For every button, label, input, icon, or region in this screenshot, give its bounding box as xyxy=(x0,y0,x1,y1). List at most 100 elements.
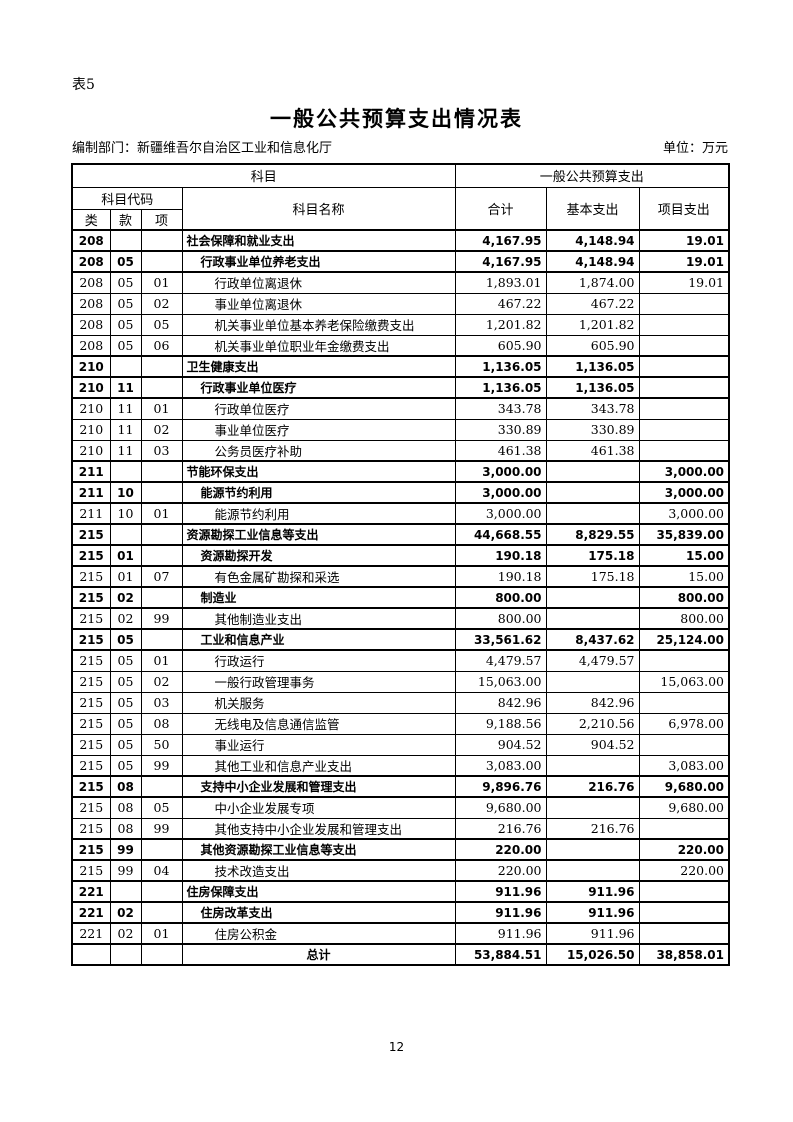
cell-project xyxy=(638,313,730,336)
cell-subject-name: 其他制造业支出 xyxy=(181,607,456,630)
cell-subject-name: 制造业 xyxy=(181,586,456,609)
cell-subject-name: 有色金属矿勘探和采选 xyxy=(181,565,456,588)
cell-basic: 8,829.55 xyxy=(545,523,640,546)
cell-total: 911.96 xyxy=(454,901,547,924)
cell-subject-name: 住房公积金 xyxy=(181,922,456,945)
cell-total: 3,000.00 xyxy=(454,460,547,483)
cell-basic: 4,479.57 xyxy=(545,649,640,672)
cell-code-section xyxy=(109,523,142,546)
cell-project: 220.00 xyxy=(638,838,730,861)
cell-code-class: 211 xyxy=(71,481,111,504)
cell-code-item xyxy=(140,544,183,567)
header-subject-group: 科目 xyxy=(71,163,456,188)
cell-subject-name: 事业单位医疗 xyxy=(181,418,456,441)
cell-total: 330.89 xyxy=(454,418,547,441)
cell-code-class: 215 xyxy=(71,817,111,840)
table-row: 215 05 08 无线电及信息通信监管 9,188.56 2,210.56 6,978.0… xyxy=(71,712,730,735)
cell-total: 911.96 xyxy=(454,880,547,903)
cell-total: 216.76 xyxy=(454,817,547,840)
cell-project xyxy=(638,817,730,840)
cell-code-item: 50 xyxy=(140,733,183,756)
cell-subject-name: 无线电及信息通信监管 xyxy=(181,712,456,735)
cell-code-class: 215 xyxy=(71,859,111,882)
cell-basic xyxy=(545,670,640,693)
cell-code-section: 05 xyxy=(109,628,142,651)
cell-project: 3,000.00 xyxy=(638,502,730,525)
cell-code-class: 215 xyxy=(71,838,111,861)
table-row: 208 社会保障和就业支出 4,167.95 4,148.94 19.01 xyxy=(71,229,730,252)
cell-project xyxy=(638,418,730,441)
cell-code-class: 215 xyxy=(71,733,111,756)
table-row: 210 11 行政事业单位医疗 1,136.05 1,136.05 xyxy=(71,376,730,399)
cell-code-section: 05 xyxy=(109,670,142,693)
cell-total: 9,188.56 xyxy=(454,712,547,735)
header-row-groups: 科目 一般公共预算支出 xyxy=(71,163,730,188)
cell-code-class: 215 xyxy=(71,523,111,546)
cell-subject-name: 支持中小企业发展和管理支出 xyxy=(181,775,456,798)
cell-code-class: 215 xyxy=(71,796,111,819)
cell-project: 3,083.00 xyxy=(638,754,730,777)
cell-total: 9,896.76 xyxy=(454,775,547,798)
cell-code-section: 10 xyxy=(109,481,142,504)
cell-code-class: 215 xyxy=(71,649,111,672)
cell-code-item: 06 xyxy=(140,334,183,357)
table-row: 211 10 能源节约利用 3,000.00 3,000.00 xyxy=(71,481,730,504)
cell-basic xyxy=(545,586,640,609)
cell-code-section xyxy=(109,229,142,252)
cell-basic: 467.22 xyxy=(545,292,640,315)
cell-code-section: 01 xyxy=(109,544,142,567)
cell-code-item: 01 xyxy=(140,271,183,294)
cell-code-class: 221 xyxy=(71,880,111,903)
table-row: 208 05 05 机关事业单位基本养老保险缴费支出 1,201.82 1,201.82 xyxy=(71,313,730,336)
cell-project: 800.00 xyxy=(638,607,730,630)
cell-code-class: 210 xyxy=(71,397,111,420)
cell-basic: 911.96 xyxy=(545,880,640,903)
table-row: 210 卫生健康支出 1,136.05 1,136.05 xyxy=(71,355,730,378)
cell-code-item: 01 xyxy=(140,922,183,945)
table-row: 210 11 01 行政单位医疗 343.78 343.78 xyxy=(71,397,730,420)
cell-code-item: 05 xyxy=(140,796,183,819)
cell-code-item: 03 xyxy=(140,439,183,462)
cell-code-section xyxy=(109,460,142,483)
cell-subject-name: 其他支持中小企业发展和管理支出 xyxy=(181,817,456,840)
cell-basic xyxy=(545,481,640,504)
table-row: 221 02 住房改革支出 911.96 911.96 xyxy=(71,901,730,924)
table-row: 208 05 行政事业单位养老支出 4,167.95 4,148.94 19.01 xyxy=(71,250,730,273)
cell-subject-name: 技术改造支出 xyxy=(181,859,456,882)
cell-subject-name: 行政单位医疗 xyxy=(181,397,456,420)
cell-code-item: 02 xyxy=(140,670,183,693)
cell-code-class: 208 xyxy=(71,313,111,336)
cell-subject-name: 资源勘探工业信息等支出 xyxy=(181,523,456,546)
table-row: 211 节能环保支出 3,000.00 3,000.00 xyxy=(71,460,730,483)
cell-code-item xyxy=(140,376,183,399)
table-row: 210 11 03 公务员医疗补助 461.38 461.38 xyxy=(71,439,730,462)
cell-basic: 8,437.62 xyxy=(545,628,640,651)
cell-project: 19.01 xyxy=(638,250,730,273)
cell-code-section: 05 xyxy=(109,712,142,735)
cell-subject-name: 行政单位离退休 xyxy=(181,271,456,294)
cell-code-item xyxy=(140,229,183,252)
cell-project xyxy=(638,355,730,378)
cell-subject-name: 能源节约利用 xyxy=(181,481,456,504)
table-row: 215 05 99 其他工业和信息产业支出 3,083.00 3,083.00 xyxy=(71,754,730,777)
cell-code-item xyxy=(140,523,183,546)
cell-code-section: 11 xyxy=(109,439,142,462)
cell-code-class: 215 xyxy=(71,607,111,630)
prepared-by-label: 编制部门：新疆维吾尔自治区工业和信息化厅 xyxy=(72,141,333,156)
cell-basic: 216.76 xyxy=(545,817,640,840)
cell-total: 3,000.00 xyxy=(454,481,547,504)
cell-code-section: 05 xyxy=(109,754,142,777)
cell-project xyxy=(638,292,730,315)
cell-code-class: 210 xyxy=(71,439,111,462)
cell-basic: 904.52 xyxy=(545,733,640,756)
cell-code-class: 215 xyxy=(71,691,111,714)
cell-subject-name: 公务员医疗补助 xyxy=(181,439,456,462)
cell-total: 3,083.00 xyxy=(454,754,547,777)
table-header: 科目 一般公共预算支出 科目代码 科目名称 合计 基本支出 项目支出 类 款 项 xyxy=(71,163,730,231)
header-row-mid: 科目代码 科目名称 合计 基本支出 项目支出 xyxy=(71,186,730,231)
table-row: 215 99 04 技术改造支出 220.00 220.00 xyxy=(71,859,730,882)
cell-code-class: 211 xyxy=(71,460,111,483)
cell-code-section: 05 xyxy=(109,292,142,315)
cell-code-item: 04 xyxy=(140,859,183,882)
